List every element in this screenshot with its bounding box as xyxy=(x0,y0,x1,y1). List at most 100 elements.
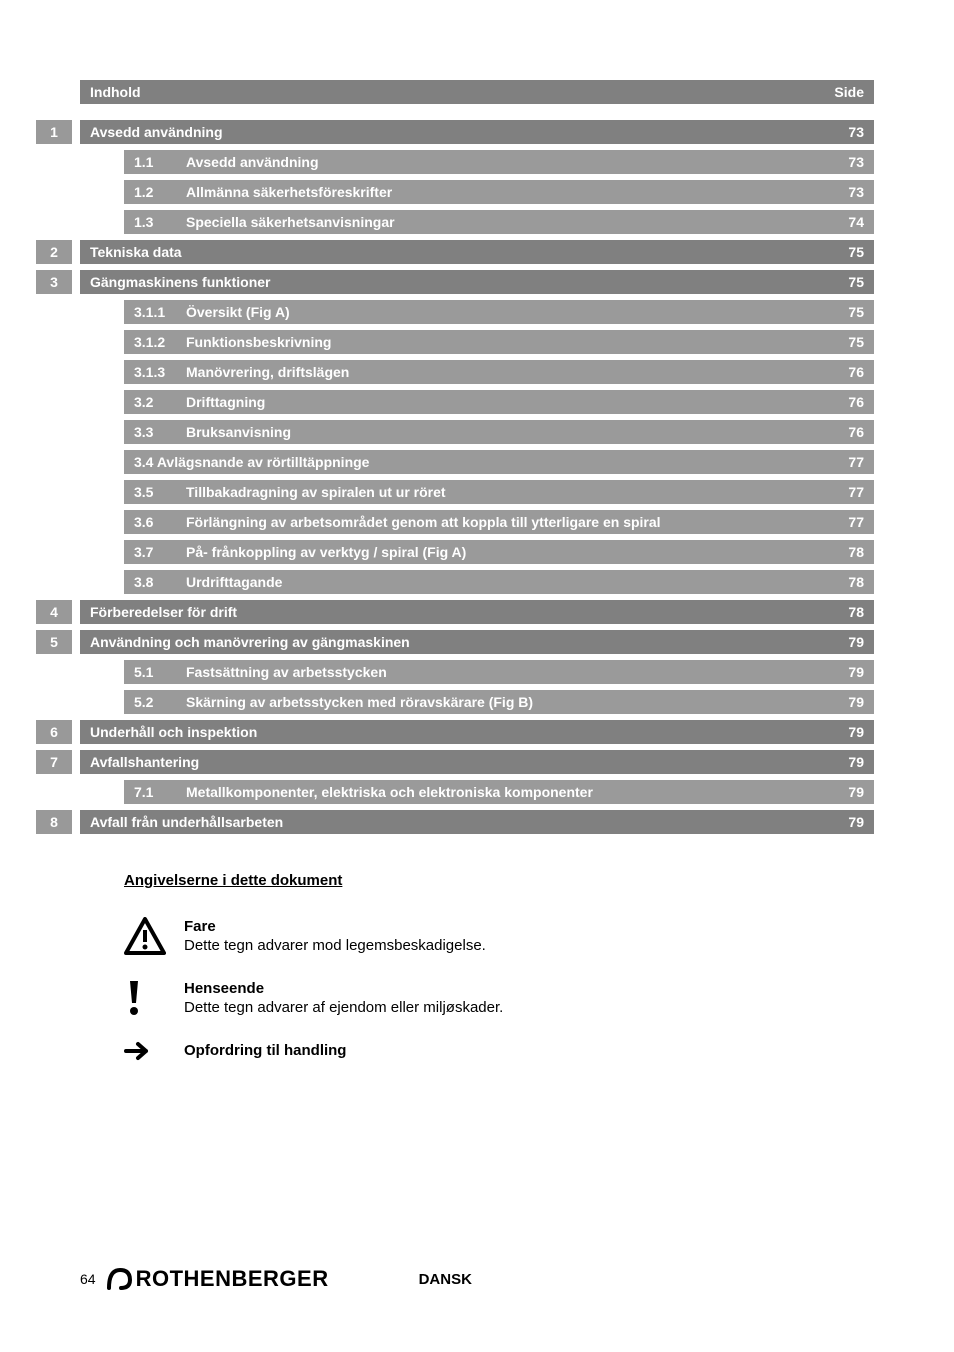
toc-page: 79 xyxy=(848,724,864,740)
toc-page: 76 xyxy=(848,424,864,440)
marking-label: Fare xyxy=(184,918,486,935)
toc-title: 1.3Speciella säkerhetsanvisningar xyxy=(134,214,395,230)
toc-row: 3Gängmaskinens funktioner75 xyxy=(80,270,874,294)
marking-text: Opfordring til handling xyxy=(184,1042,346,1061)
toc-subsection-number: 3.1.2 xyxy=(134,334,186,350)
toc-page: 75 xyxy=(848,304,864,320)
toc-title-text: Drifttagning xyxy=(186,394,265,410)
toc-row: 5.2Skärning av arbetsstycken med röravsk… xyxy=(80,690,874,714)
toc-title: Tekniska data xyxy=(90,244,182,260)
toc-page: 75 xyxy=(848,244,864,260)
toc-subsection-number: 3.3 xyxy=(134,424,186,440)
toc-subsection-number: 1.2 xyxy=(134,184,186,200)
toc-subsection-number: 3.6 xyxy=(134,514,186,530)
toc-subsection-number: 1.1 xyxy=(134,154,186,170)
toc-row: 1.1Avsedd användning73 xyxy=(80,150,874,174)
toc-title: Gängmaskinens funktioner xyxy=(90,274,270,290)
brand-logo-icon xyxy=(106,1266,132,1292)
toc-title-cell: 3.1.2Funktionsbeskrivning 75 xyxy=(124,330,874,354)
toc-title: 3.1.3Manövrering, driftslägen xyxy=(134,364,349,380)
toc-title: 3.1.1Översikt (Fig A) xyxy=(134,304,290,320)
toc-title-text: Manövrering, driftslägen xyxy=(186,364,349,380)
toc-title-cell: Avsedd användning 73 xyxy=(80,120,874,144)
toc-title-text: Tillbakadragning av spiralen ut ur röret xyxy=(186,484,446,500)
toc-title: Underhåll och inspektion xyxy=(90,724,257,740)
marking-description: Dette tegn advarer mod legemsbeskadigels… xyxy=(184,937,486,954)
toc-row: 3.1.3Manövrering, driftslägen76 xyxy=(80,360,874,384)
toc-title-text: Avsedd användning xyxy=(90,124,223,140)
toc-title-cell: 3.5Tillbakadragning av spiralen ut ur rö… xyxy=(124,480,874,504)
toc-title: 7.1Metallkomponenter, elektriska och ele… xyxy=(134,784,593,800)
toc-row: 1.3Speciella säkerhetsanvisningar74 xyxy=(80,210,874,234)
brand-name: ROTHENBERGER xyxy=(136,1266,329,1292)
toc-title-cell: Gängmaskinens funktioner 75 xyxy=(80,270,874,294)
toc-page: 79 xyxy=(848,814,864,830)
toc-page: 78 xyxy=(848,544,864,560)
toc-title-cell: 3.2Drifttagning76 xyxy=(124,390,874,414)
toc-title-text: Tekniska data xyxy=(90,244,182,260)
toc-page: 73 xyxy=(848,124,864,140)
toc-title-text: Allmänna säkerhetsföreskrifter xyxy=(186,184,392,200)
toc-row: 1.2Allmänna säkerhetsföreskrifter73 xyxy=(80,180,874,204)
toc-title: 1.1Avsedd användning xyxy=(134,154,319,170)
toc-page: 75 xyxy=(848,274,864,290)
toc-row: 3.8Urdrifttagande78 xyxy=(80,570,874,594)
toc-title-text: Avfall från underhållsarbeten xyxy=(90,814,283,830)
toc-title-text: Förberedelser för drift xyxy=(90,604,237,620)
toc-subsection-number: 3.8 xyxy=(134,574,186,590)
page-number: 64 xyxy=(80,1271,96,1287)
toc-chapter-number: 7 xyxy=(36,750,72,774)
toc-title-text: Förlängning av arbetsområdet genom att k… xyxy=(186,514,661,530)
toc-title-text: På- frånkoppling av verktyg / spiral (Fi… xyxy=(186,544,466,560)
toc-row: 3.7På- frånkoppling av verktyg / spiral … xyxy=(80,540,874,564)
toc-page: 79 xyxy=(848,634,864,650)
toc-title: 3.2Drifttagning xyxy=(134,394,265,410)
toc-subsection-number: 3.2 xyxy=(134,394,186,410)
marking-text: HenseendeDette tegn advarer af ejendom e… xyxy=(184,980,503,1016)
toc-title: 5.1Fastsättning av arbetsstycken xyxy=(134,664,387,680)
toc-chapter-number: 5 xyxy=(36,630,72,654)
toc-row: 7.1Metallkomponenter, elektriska och ele… xyxy=(80,780,874,804)
toc-title-cell: Avfallshantering79 xyxy=(80,750,874,774)
markings-section: Angivelserne i dette dokument FareDette … xyxy=(124,872,874,1061)
toc-subsection-number: 5.1 xyxy=(134,664,186,680)
toc-title-text: Användning och manövrering av gängmaskin… xyxy=(90,634,410,650)
toc-page: 77 xyxy=(848,514,864,530)
marking-label: Henseende xyxy=(184,980,503,997)
toc-title-cell: Tekniska data 75 xyxy=(80,240,874,264)
toc-title: 3.7På- frånkoppling av verktyg / spiral … xyxy=(134,544,466,560)
toc-page: 75 xyxy=(848,334,864,350)
arrow-icon xyxy=(124,1041,184,1061)
toc-title-cell: 3.3Bruksanvisning 76 xyxy=(124,420,874,444)
toc-title-text: Skärning av arbetsstycken med röravskära… xyxy=(186,694,533,710)
toc-title-cell: 7.1Metallkomponenter, elektriska och ele… xyxy=(124,780,874,804)
toc-title: 1.2Allmänna säkerhetsföreskrifter xyxy=(134,184,392,200)
toc-title: 5.2Skärning av arbetsstycken med röravsk… xyxy=(134,694,533,710)
toc-title-cell: 3.6Förlängning av arbetsområdet genom at… xyxy=(124,510,874,534)
toc-title: Användning och manövrering av gängmaskin… xyxy=(90,634,410,650)
toc-title: Avfall från underhållsarbeten xyxy=(90,814,283,830)
toc-row: 1Avsedd användning73 xyxy=(80,120,874,144)
toc-row: 3.4 Avlägsnande av rörtilltäppninge77 xyxy=(80,450,874,474)
toc-title-cell: 5.2Skärning av arbetsstycken med röravsk… xyxy=(124,690,874,714)
toc-title-text: Översikt (Fig A) xyxy=(186,304,290,320)
toc-title: 3.1.2Funktionsbeskrivning xyxy=(134,334,331,350)
toc-title-text: Underhåll och inspektion xyxy=(90,724,257,740)
toc-title-text: Fastsättning av arbetsstycken xyxy=(186,664,387,680)
toc-title: Förberedelser för drift xyxy=(90,604,237,620)
toc-title-text: Funktionsbeskrivning xyxy=(186,334,331,350)
table-of-contents: 1Avsedd användning731.1Avsedd användning… xyxy=(80,120,874,834)
toc-page: 79 xyxy=(848,694,864,710)
toc-title: 3.5Tillbakadragning av spiralen ut ur rö… xyxy=(134,484,446,500)
toc-row: 3.2Drifttagning76 xyxy=(80,390,874,414)
toc-page: 78 xyxy=(848,574,864,590)
toc-page: 77 xyxy=(848,454,864,470)
toc-title-cell: 1.1Avsedd användning73 xyxy=(124,150,874,174)
toc-title: 3.3Bruksanvisning xyxy=(134,424,291,440)
toc-title-cell: 1.3Speciella säkerhetsanvisningar74 xyxy=(124,210,874,234)
toc-row: 8Avfall från underhållsarbeten79 xyxy=(80,810,874,834)
toc-title-cell: 5.1Fastsättning av arbetsstycken79 xyxy=(124,660,874,684)
marking-row: HenseendeDette tegn advarer af ejendom e… xyxy=(124,979,874,1017)
marking-label: Opfordring til handling xyxy=(184,1042,346,1059)
page-footer: 64 ROTHENBERGER DANSK xyxy=(80,1266,874,1292)
